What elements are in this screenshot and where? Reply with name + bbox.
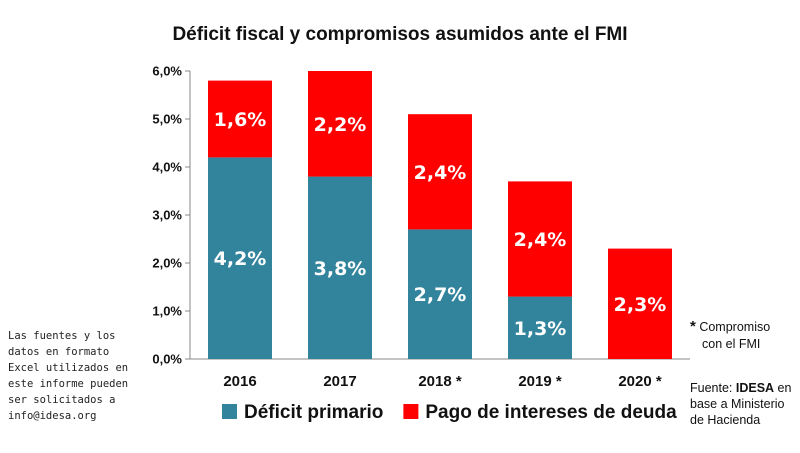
- bar-data-label: 2,3%: [614, 294, 667, 316]
- y-tick-label: 3,0%: [152, 208, 182, 223]
- data-note-line: info@idesa.org: [8, 410, 97, 422]
- bar-segment: [308, 176, 372, 359]
- y-tick-label: 5,0%: [152, 112, 182, 127]
- bars: 4,2% 1,6% 3,8% 2,2% 2,7% 2,4% 1,3% 2,4% 2,3%: [208, 71, 672, 359]
- bar-data-label: 1,3%: [514, 318, 567, 340]
- bar-data-label: 3,8%: [314, 258, 367, 280]
- commitment-note-line1: Compromiso: [699, 320, 771, 334]
- asterisk-marker: *: [690, 318, 696, 335]
- axes: 0,0% 1,0% 2,0% 3,0% 4,0% 5,0% 6,0% 2016 2017 2018…: [152, 64, 690, 390]
- source-org: IDESA: [735, 381, 775, 395]
- data-note-line: ser solicitados a: [8, 394, 116, 406]
- bar-segment: [508, 181, 572, 297]
- legend-label: Déficit primario: [244, 402, 383, 423]
- data-note-line: datos en formato: [8, 346, 110, 358]
- bar-segment: [208, 157, 272, 359]
- source-note: Fuente: IDESA en base a Ministerio de Ha…: [690, 380, 798, 428]
- commitment-note: * Compromiso con el FMI: [690, 318, 800, 353]
- y-tick-label: 6,0%: [152, 64, 182, 79]
- legend-swatch: [222, 404, 237, 419]
- chart-title: Déficit fiscal y compromisos asumidos an…: [172, 24, 627, 45]
- legend-swatch: [403, 404, 419, 419]
- data-availability-note: Las fuentes y los datos en formato Excel u…: [8, 328, 148, 424]
- y-tick-label: 0,0%: [152, 352, 182, 367]
- legend-label: Pago de intereses de deuda: [425, 402, 677, 423]
- x-tick-label: 2017: [323, 373, 356, 390]
- x-tick-label: 2020 *: [618, 373, 662, 390]
- bar-segment: [408, 114, 472, 230]
- x-tick-label: 2018 *: [418, 373, 462, 390]
- bar-data-label: 4,2%: [214, 248, 267, 270]
- legend: Déficit primario Pago de intereses de deu…: [222, 402, 677, 423]
- bar-data-label: 2,2%: [314, 114, 367, 136]
- data-note-line: este informe pueden: [8, 378, 129, 390]
- bar-segment: [508, 296, 572, 359]
- source-prefix: Fuente:: [690, 381, 736, 395]
- source-suffix: en base a Ministerio de Hacienda: [690, 381, 792, 427]
- bar-segment: [408, 229, 472, 359]
- data-note-line: Excel utilizados en: [8, 362, 129, 374]
- bar-segment: [208, 80, 272, 158]
- bar-data-label: 2,4%: [514, 229, 567, 251]
- commitment-note-line2: con el FMI: [702, 337, 761, 351]
- bar-data-label: 2,4%: [414, 162, 467, 184]
- y-tick-label: 4,0%: [152, 160, 182, 175]
- y-tick-label: 1,0%: [152, 304, 182, 319]
- y-tick-label: 2,0%: [152, 256, 182, 271]
- bar-data-label: 1,6%: [214, 109, 267, 131]
- x-tick-label: 2019 *: [518, 373, 562, 390]
- data-note-line: Las fuentes y los: [8, 330, 116, 342]
- bar-segment: [308, 71, 372, 177]
- bar-segment: [608, 248, 672, 359]
- x-tick-label: 2016: [223, 373, 256, 390]
- bar-data-label: 2,7%: [414, 284, 467, 306]
